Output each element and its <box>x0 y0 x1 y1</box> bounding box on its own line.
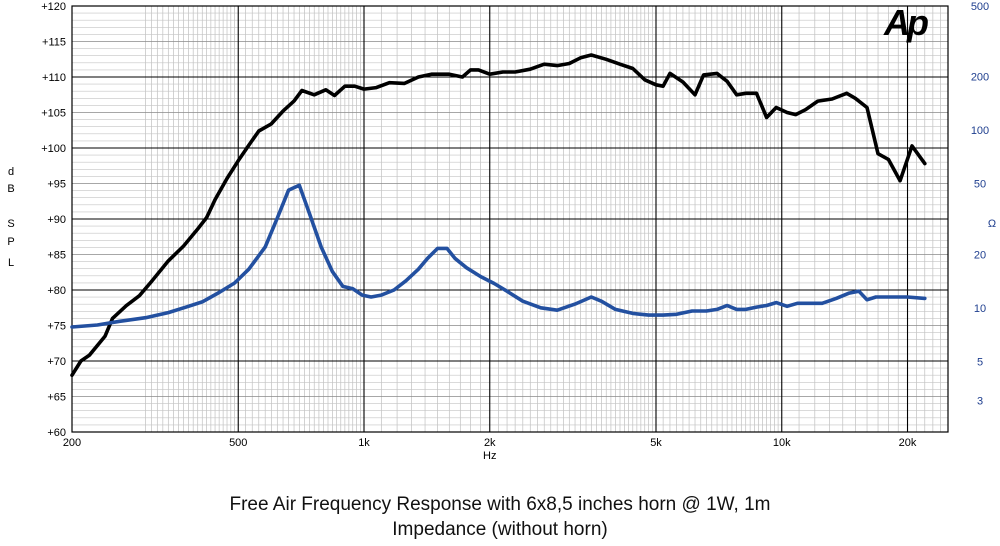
impedance-curve <box>70 183 927 329</box>
ap-logo: Ap <box>884 2 929 43</box>
x-tick-label: 5k <box>650 437 662 449</box>
y2-tick-label: 3 <box>977 396 983 408</box>
y2-tick-label: 500 <box>971 1 989 13</box>
x-tick-label: 20k <box>899 437 917 449</box>
caption-line-2: Impedance (without horn) <box>392 519 608 540</box>
left-axis-ticks: +60 +65 +70 +75 +80 +85 +90 +95 +100 +105 +110 +115… <box>41 1 66 439</box>
y-tick-label: +70 <box>47 356 66 368</box>
y-tick-label: +60 <box>47 427 66 439</box>
y-tick-label: +90 <box>47 214 66 226</box>
x-tick-label: 2k <box>484 437 496 449</box>
x-tick-label: 500 <box>229 437 247 449</box>
y-label-letter: S <box>7 218 14 230</box>
y-tick-label: +100 <box>41 143 66 155</box>
y2-tick-label: 5 <box>977 356 983 368</box>
chart-svg: +60 +65 +70 +75 +80 +85 +90 +95 +100 +105 +110 +115… <box>7 1 996 462</box>
y-tick-label: +115 <box>42 37 66 49</box>
y2-tick-label: 100 <box>971 125 989 137</box>
caption-line-1: Free Air Frequency Response with 6x8,5 i… <box>229 494 771 515</box>
y-label-letter: d <box>8 166 14 178</box>
y-tick-label: +110 <box>42 72 66 84</box>
y2-tick-label: 10 <box>974 303 986 315</box>
right-axis-label: Ω <box>988 218 996 230</box>
y-tick-label: +85 <box>47 250 66 262</box>
x-tick-label: 1k <box>358 437 370 449</box>
y2-tick-label: 50 <box>974 179 986 191</box>
y2-tick-label: 20 <box>974 249 986 261</box>
y-label-letter: L <box>8 257 14 269</box>
y-tick-label: +105 <box>41 108 66 120</box>
series-group <box>70 53 927 377</box>
x-tick-label: 10k <box>773 437 791 449</box>
x-axis-label: Hz <box>483 450 496 462</box>
y-tick-label: +80 <box>47 285 66 297</box>
y-tick-label: +95 <box>47 179 66 191</box>
spl-curve <box>70 53 927 377</box>
y-label-letter: P <box>7 236 14 248</box>
y-tick-label: +75 <box>47 321 66 333</box>
y-tick-label: +120 <box>41 1 66 13</box>
x-axis-ticks: 200 500 1k 2k 5k 10k 20k <box>63 437 917 449</box>
y-label-letter: B <box>7 183 14 195</box>
y2-tick-label: 200 <box>971 72 989 84</box>
y-axis-label: dB SPL <box>7 166 14 269</box>
right-axis-ticks: 3 5 10 20 50 100 200 500 <box>971 1 989 408</box>
x-tick-label: 200 <box>63 437 81 449</box>
y-tick-label: +65 <box>47 392 66 404</box>
plot-frame <box>71 5 949 433</box>
